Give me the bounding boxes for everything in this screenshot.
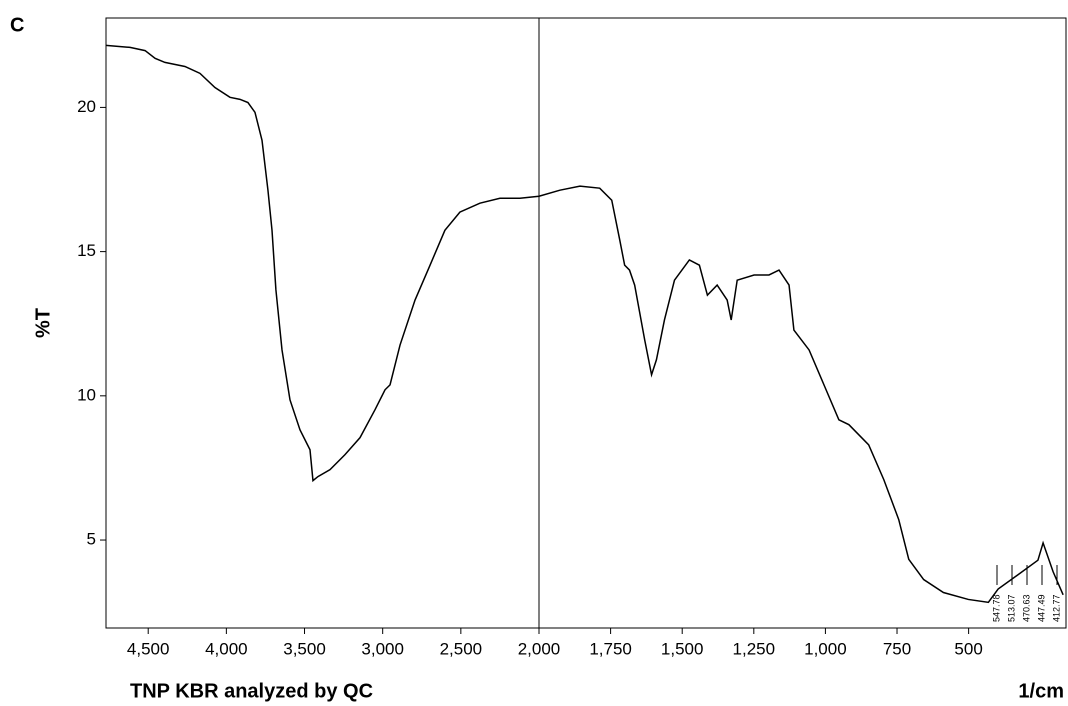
x-tick-label: 3,000: [361, 639, 404, 658]
x-tick-label: 750: [883, 639, 911, 658]
x-tick-label: 1,500: [661, 639, 704, 658]
y-tick-label: 10: [77, 385, 96, 404]
x-tick-label: 1,750: [589, 639, 632, 658]
x-tick-label: 1,250: [733, 639, 776, 658]
peak-label: 513.07: [1006, 594, 1016, 622]
x-tick-label: 2,000: [518, 639, 561, 658]
x-unit-label: 1/cm: [1018, 680, 1064, 702]
peak-label: 412.77: [1051, 594, 1061, 622]
y-tick-label: 20: [77, 97, 96, 116]
peak-label: 470.63: [1021, 594, 1031, 622]
x-tick-label: 2,500: [440, 639, 483, 658]
x-tick-label: 4,000: [205, 639, 248, 658]
x-axis-label: TNP KBR analyzed by QC: [130, 680, 373, 702]
x-tick-label: 3,500: [283, 639, 326, 658]
plot-frame: [105, 17, 1067, 629]
y-tick-label: 15: [77, 241, 96, 260]
y-tick-label: 5: [87, 530, 96, 549]
x-tick-label: 1,000: [804, 639, 847, 658]
y-axis-label: %T: [32, 308, 54, 338]
panel-label: C: [10, 14, 24, 36]
peak-label: 447.49: [1036, 594, 1046, 622]
peak-label: 547.78: [991, 594, 1001, 622]
x-tick-label: 4,500: [127, 639, 170, 658]
x-tick-label: 500: [954, 639, 982, 658]
spectrum-line: [105, 44, 1064, 604]
